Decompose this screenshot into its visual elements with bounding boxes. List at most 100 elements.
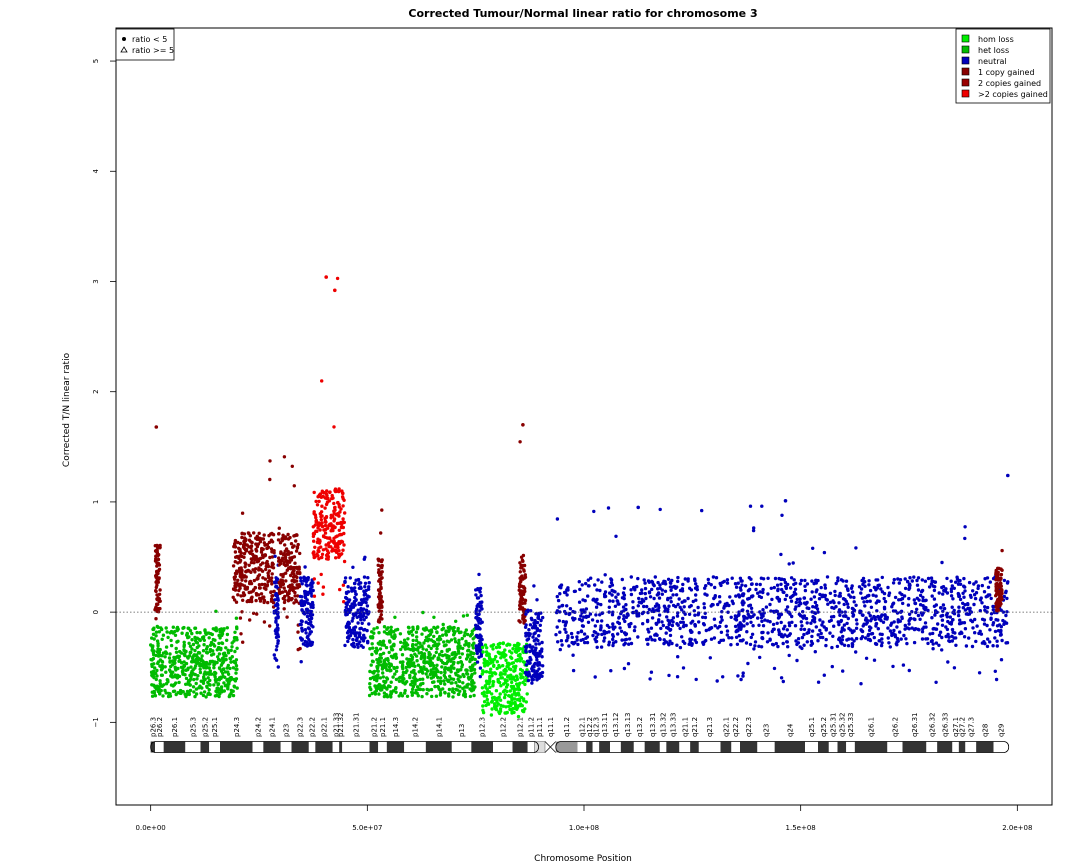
- data-point: [418, 677, 422, 682]
- data-point: [720, 610, 724, 614]
- data-point: [862, 600, 866, 604]
- data-point: [819, 585, 823, 590]
- data-point: [876, 627, 880, 631]
- data-point: [158, 546, 162, 550]
- data-point: [535, 658, 539, 662]
- data-point: [555, 625, 559, 629]
- data-point: [233, 584, 237, 588]
- data-point: [430, 694, 434, 699]
- data-point: [812, 595, 817, 599]
- data-point: [220, 633, 224, 638]
- data-point: [489, 667, 493, 671]
- data-point: [579, 638, 583, 642]
- data-point: [703, 592, 707, 596]
- data-point: [490, 674, 494, 678]
- data-point: [182, 643, 186, 647]
- data-point: [501, 664, 505, 668]
- data-point: [683, 577, 687, 581]
- data-point-outlier: [333, 288, 337, 293]
- data-point: [805, 600, 809, 605]
- data-point: [760, 504, 764, 508]
- y-tick-label: 1: [92, 500, 100, 504]
- data-point: [198, 631, 202, 635]
- data-point: [530, 617, 534, 622]
- data-point: [210, 672, 214, 676]
- data-point: [318, 512, 322, 516]
- data-point: [823, 583, 827, 587]
- data-point: [170, 675, 175, 679]
- data-point: [310, 585, 314, 589]
- data-point: [766, 619, 770, 623]
- data-point: [465, 683, 469, 687]
- data-point: [694, 640, 699, 645]
- data-point: [688, 629, 693, 633]
- data-point: [192, 690, 196, 694]
- data-point: [443, 682, 447, 686]
- data-point: [506, 661, 511, 665]
- data-point: [208, 669, 212, 673]
- data-point: [607, 610, 611, 614]
- data-point: [419, 651, 424, 655]
- data-point: [483, 664, 487, 668]
- data-point: [241, 545, 246, 549]
- state-label-gt-2-copies-gained: >2 copies gained: [978, 90, 1048, 99]
- data-point: [729, 615, 733, 619]
- data-point: [259, 592, 264, 596]
- data-point: [240, 578, 244, 582]
- band-p12.2: [493, 741, 513, 753]
- data-point: [311, 588, 315, 593]
- state-label-het-loss: het loss: [978, 46, 1009, 55]
- data-point: [803, 578, 807, 583]
- data-point: [785, 628, 789, 632]
- data-point: [337, 549, 341, 553]
- data-point: [420, 694, 424, 699]
- data-point: [996, 629, 1001, 633]
- data-point: [480, 686, 485, 690]
- data-point: [846, 644, 851, 648]
- data-point: [232, 685, 237, 689]
- shape-legend-label-circle: ratio < 5: [132, 35, 167, 44]
- data-point: [332, 517, 337, 521]
- data-point: [484, 694, 489, 698]
- data-point: [518, 667, 523, 672]
- data-point: [150, 658, 154, 662]
- data-point: [954, 636, 958, 640]
- data-point: [742, 619, 746, 623]
- data-point: [517, 584, 522, 588]
- data-point: [614, 595, 618, 599]
- data-point: [930, 616, 934, 620]
- data-point: [234, 671, 238, 675]
- data-point: [833, 589, 837, 594]
- data-point: [555, 594, 559, 599]
- data-point: [479, 642, 484, 646]
- data-point: [245, 587, 249, 591]
- plot-frame: [115, 27, 1053, 806]
- data-point: [761, 630, 765, 635]
- data-point: [518, 698, 522, 703]
- data-point: [451, 687, 455, 691]
- data-point: [216, 655, 220, 659]
- data-point: [394, 656, 398, 660]
- data-point: [800, 635, 805, 640]
- data-point: [538, 629, 542, 633]
- data-point: [749, 635, 753, 640]
- data-point: [793, 587, 798, 591]
- data-point: [688, 640, 692, 644]
- data-point: [920, 637, 925, 641]
- data-point: [490, 707, 494, 711]
- data-point: [734, 618, 739, 622]
- data-point: [268, 624, 272, 628]
- data-point: [977, 671, 982, 675]
- band-label: q13.13: [624, 713, 632, 737]
- data-point: [472, 693, 476, 698]
- data-point: [266, 600, 270, 605]
- data-point: [810, 634, 814, 639]
- band-q26.1: [854, 741, 888, 753]
- data-point: [461, 614, 466, 618]
- data-point: [478, 674, 482, 679]
- data-point: [422, 665, 426, 669]
- data-point: [881, 620, 886, 624]
- data-point: [854, 650, 858, 654]
- data-point: [642, 578, 646, 582]
- data-point: [917, 598, 921, 602]
